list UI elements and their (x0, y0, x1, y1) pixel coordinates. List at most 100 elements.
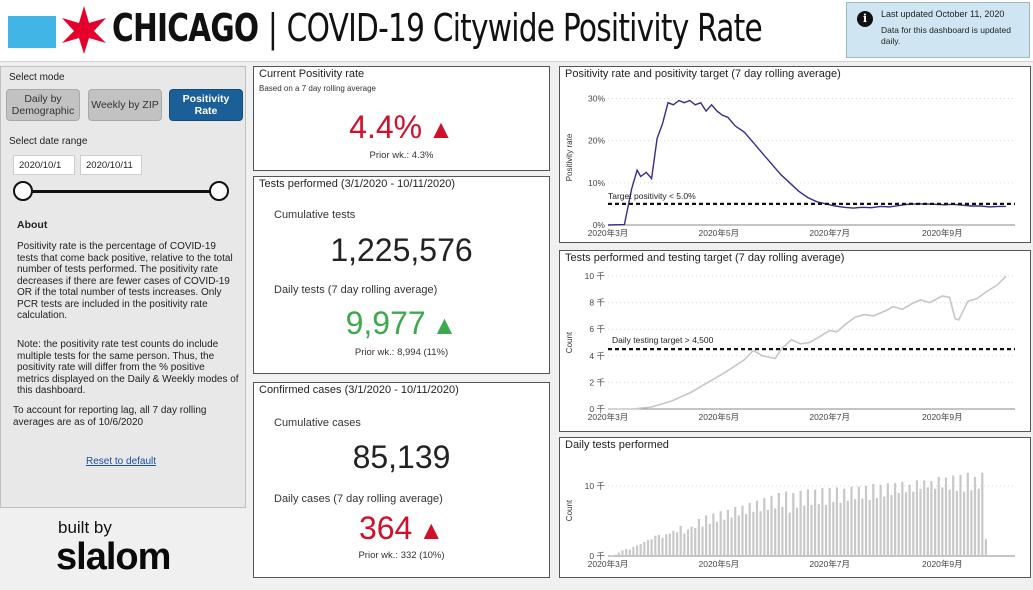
bar (897, 493, 900, 556)
about-paragraph-definition: Positivity rate is the percentage of COV… (17, 241, 233, 321)
city-name: CHICAGO (112, 6, 259, 50)
x-tick-label: 2020年7月 (809, 412, 850, 422)
chart-title: Daily tests performed (565, 439, 669, 451)
x-tick-label: 2020年5月 (699, 228, 740, 238)
bar (643, 542, 646, 556)
bar (621, 550, 624, 556)
bar (734, 507, 737, 556)
x-tick-label: 2020年3月 (588, 228, 629, 238)
bar (676, 532, 679, 556)
last-updated-box: i Last updated October 11, 2020 Data for… (846, 2, 1030, 58)
bar (690, 526, 693, 556)
date-end-input[interactable]: 2020/10/11 (80, 155, 142, 175)
chart-panel-positivity: Positivity rate and positivity target (7… (559, 66, 1031, 243)
bar (810, 504, 813, 556)
chicago-flag-stripe (8, 16, 56, 48)
chart-panel-daily-tests: Daily tests performed Count 0 千 10 千 2020年3… (559, 437, 1031, 578)
bar (915, 480, 918, 556)
trend-up-icon: ▲ (418, 515, 445, 546)
daily-tests-value-row: 9,977 ▲ (254, 305, 549, 342)
bar (774, 508, 777, 556)
x-tick-label: 2020年3月 (588, 559, 629, 569)
bar (654, 535, 657, 556)
bar (745, 514, 748, 556)
about-paragraph-lag: To account for reporting lag, all 7 day … (13, 405, 207, 428)
kpi-title: Current Positivity rate (259, 68, 365, 80)
bar (628, 549, 631, 556)
prior-week-text: Prior wk.: 332 (10%) (358, 550, 445, 561)
bar (792, 493, 795, 556)
x-tick-label: 2020年3月 (588, 412, 629, 422)
bar (763, 497, 766, 556)
bar (861, 498, 864, 556)
bar (737, 515, 740, 556)
kpi-panel-cases: Confirmed cases (3/1/2020 - 10/11/2020) … (253, 382, 550, 578)
date-range-end-handle[interactable] (209, 181, 229, 201)
bar (741, 505, 744, 556)
bar (726, 509, 729, 556)
bar (770, 495, 773, 556)
bar (752, 511, 755, 556)
bar (824, 504, 828, 556)
y-tick-label: 10 千 (585, 481, 606, 491)
positivity-rate-value: 4.4% (349, 109, 423, 145)
y-tick-label: 10 千 (585, 271, 606, 281)
bar (665, 534, 668, 556)
kpi-value: 4.4% ▲ (254, 109, 549, 146)
x-tick-label: 2020年5月 (699, 559, 740, 569)
bar (672, 530, 675, 556)
bar (814, 489, 817, 556)
bar (839, 502, 842, 556)
bar (981, 472, 984, 556)
bar (919, 488, 922, 556)
date-range-start-handle[interactable] (13, 181, 33, 201)
bar (697, 518, 700, 556)
daily-tests-chart: Count 0 千 10 千 2020年3月 2020年5月 2020年7月 2020年9月 (565, 472, 1015, 569)
mode-button-daily-demographic[interactable]: Daily by Demographic (6, 89, 80, 121)
bar (966, 472, 969, 556)
bar (941, 487, 944, 556)
bar (973, 476, 977, 556)
mode-button-weekly-zip[interactable]: Weekly by ZIP (88, 89, 162, 121)
built-by-label: built by (58, 518, 112, 537)
info-icon[interactable]: i (857, 11, 873, 27)
bar (846, 500, 849, 556)
bar (963, 491, 966, 556)
bar (625, 549, 628, 556)
bar (944, 477, 948, 556)
bar (715, 521, 719, 556)
bar (886, 483, 889, 556)
bar (683, 533, 686, 556)
bar (923, 480, 926, 556)
reset-to-default-link[interactable]: Reset to default (86, 456, 157, 467)
bar (636, 545, 639, 556)
bar (821, 488, 824, 556)
bar (788, 512, 791, 556)
update-frequency-text: Data for this dashboard is updated daily… (881, 25, 1011, 46)
trend-up-icon: ▲ (431, 310, 458, 341)
date-range-slider-track[interactable] (23, 190, 219, 193)
bar (806, 489, 809, 556)
kpi-title: Tests performed (3/1/2020 - 10/11/2020) (259, 178, 456, 190)
chart-title: Tests performed and testing target (7 da… (565, 252, 845, 264)
date-start-input[interactable]: 2020/10/1 (13, 155, 75, 175)
trend-up-icon: ▲ (428, 114, 454, 145)
about-paragraph-note: Note: the positivity rate test counts do… (17, 339, 239, 396)
daily-cases-label: Daily cases (7 day rolling average) (274, 493, 443, 505)
select-mode-label: Select mode (9, 72, 65, 83)
bar (930, 481, 933, 556)
bar (948, 489, 951, 556)
slalom-logo: slalom (56, 536, 171, 578)
bar (850, 486, 853, 556)
bar (984, 539, 987, 556)
mode-button-positivity-rate[interactable]: Positivity Rate (169, 89, 243, 121)
positivity-chart: Positivity rate 0% 10% 20% 30% 2020年3月 2020年5月… (565, 93, 1015, 238)
bar (803, 505, 806, 556)
bar (730, 517, 733, 556)
bar (657, 535, 660, 556)
bar (679, 525, 682, 556)
bar (901, 481, 904, 556)
bar (970, 490, 973, 556)
chart-title: Positivity rate and positivity target (7… (565, 68, 841, 80)
bar (748, 502, 751, 556)
